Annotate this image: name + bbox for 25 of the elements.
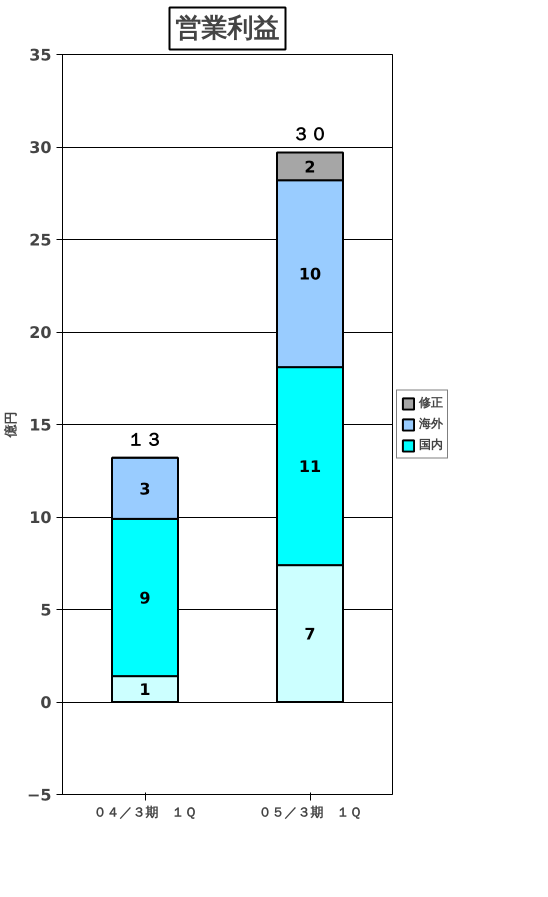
- data-label: 7: [304, 624, 316, 644]
- data-label: 3: [139, 479, 151, 498]
- chart-title: 営業利益: [176, 14, 280, 44]
- x-tick-label: ０４／３期 １Ｑ: [94, 806, 196, 820]
- legend-label: 海外: [419, 416, 443, 432]
- data-label: 9: [139, 588, 151, 608]
- data-label: 11: [298, 457, 322, 476]
- total-label: １３: [127, 429, 163, 450]
- y-tick-label: 0: [40, 693, 52, 712]
- legend-label: 国内: [419, 436, 443, 454]
- data-label: 1: [139, 680, 151, 700]
- y-tick-label: 35: [29, 46, 52, 64]
- y-tick-label: 20: [29, 323, 52, 342]
- y-tick-label: −5: [26, 786, 52, 804]
- y-tick-label: 5: [40, 600, 52, 620]
- x-tick-label: ０５／３期 １Ｑ: [258, 806, 362, 820]
- y-tick-label: 10: [29, 508, 52, 527]
- y-tick-label: 30: [29, 138, 52, 157]
- total-label: ３０: [292, 124, 328, 146]
- data-label: 10: [298, 264, 322, 284]
- y-tick-label: 15: [29, 416, 52, 434]
- data-label: 2: [304, 157, 316, 176]
- y-axis-title: 億円: [2, 412, 19, 438]
- legend-label: 修正: [419, 394, 443, 412]
- y-tick-label: 25: [29, 230, 52, 250]
